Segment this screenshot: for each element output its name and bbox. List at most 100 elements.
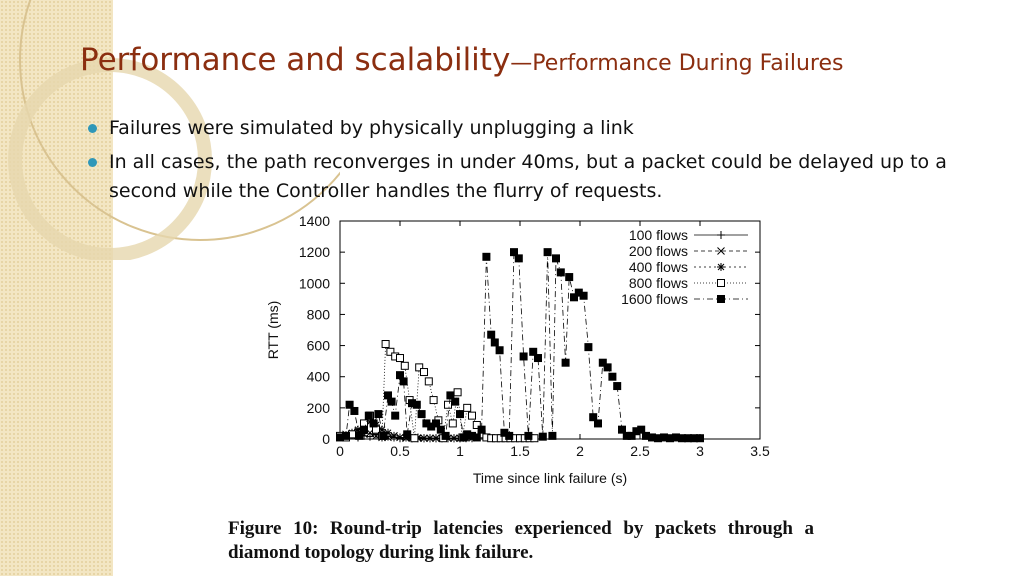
data-point <box>350 406 359 415</box>
data-point <box>589 413 598 422</box>
data-point <box>424 377 433 386</box>
bullet-item: Failures were simulated by physically un… <box>88 114 968 143</box>
data-point <box>696 434 704 443</box>
series-1600-flows <box>336 248 704 443</box>
data-point <box>342 431 350 440</box>
data-point <box>450 434 458 443</box>
data-point <box>410 434 419 443</box>
data-point <box>608 372 617 381</box>
legend-label: 1600 flows <box>621 291 688 307</box>
data-point <box>579 291 588 300</box>
rtt-chart: 0 0.5 1 1.5 2 2.5 3 3.5 0 200 400 600 800 1000 1200 140… <box>265 213 770 486</box>
data-point <box>505 431 514 440</box>
data-point <box>482 252 491 261</box>
data-point <box>384 428 392 437</box>
legend-marker <box>717 295 725 303</box>
bullet-text: Failures were simulated by physically un… <box>109 117 634 139</box>
data-point <box>534 354 542 363</box>
data-point <box>529 347 538 356</box>
data-point <box>381 340 390 349</box>
y-axis-label: RTT (ms) <box>265 301 281 360</box>
data-point <box>561 358 570 367</box>
bullet-dot-icon <box>88 158 97 167</box>
data-point <box>477 425 486 434</box>
data-point <box>399 377 408 386</box>
data-point <box>364 411 373 420</box>
legend-marker <box>717 231 725 239</box>
slide-title-sub: —Performance During Failures <box>510 51 844 76</box>
legend-marker <box>717 247 725 255</box>
data-point <box>369 419 378 428</box>
data-point <box>510 248 518 257</box>
data-point <box>366 432 374 441</box>
bullet-list: Failures were simulated by physically un… <box>88 114 968 211</box>
x-tick-label: 2.5 <box>630 443 650 459</box>
data-point <box>472 420 481 429</box>
x-axis-label: Time since link failure (s) <box>473 470 627 486</box>
data-point <box>448 419 457 428</box>
legend-label: 800 flows <box>629 275 688 291</box>
data-point <box>548 431 557 440</box>
data-point <box>387 397 396 406</box>
data-point <box>441 431 450 440</box>
legend-label: 100 flows <box>629 227 688 243</box>
x-tick-label: 1.5 <box>510 443 530 459</box>
data-point <box>538 432 547 441</box>
data-point <box>487 330 496 339</box>
data-point <box>618 425 626 434</box>
data-point <box>514 254 523 263</box>
legend-label: 200 flows <box>629 243 688 259</box>
x-tick-label: 0 <box>336 443 344 459</box>
data-point <box>456 410 464 419</box>
data-point <box>403 430 412 439</box>
data-point <box>556 268 565 277</box>
data-point <box>565 273 574 282</box>
bullet-text: In all cases, the path reconverges in un… <box>109 151 947 202</box>
data-point <box>396 433 404 442</box>
data-point <box>360 425 368 434</box>
data-point <box>552 254 560 263</box>
data-point <box>584 343 593 352</box>
data-point <box>400 361 409 370</box>
data-point <box>391 411 400 420</box>
data-point <box>429 396 438 405</box>
data-point <box>627 431 636 440</box>
y-tick-label: 1400 <box>299 213 330 229</box>
sidebar-texture <box>0 0 113 576</box>
slide-title-main: Performance and scalability <box>80 42 511 78</box>
data-point <box>432 419 440 428</box>
data-point <box>637 425 646 434</box>
data-point <box>412 400 421 409</box>
bullet-dot-icon <box>88 124 97 133</box>
y-tick-label: 0 <box>322 431 330 447</box>
data-point <box>432 434 440 443</box>
data-point <box>379 431 388 440</box>
y-tick-label: 1200 <box>299 244 330 260</box>
data-point <box>613 382 622 391</box>
legend-marker <box>717 279 725 287</box>
data-point <box>386 347 395 356</box>
data-point <box>451 397 460 406</box>
x-tick-label: 3.5 <box>750 443 770 459</box>
data-point <box>472 433 481 442</box>
y-tick-label: 800 <box>307 306 331 322</box>
data-point <box>446 391 455 400</box>
x-tick-label: 2 <box>576 443 584 459</box>
data-point <box>396 354 404 363</box>
data-point <box>417 410 426 419</box>
data-point <box>495 346 504 355</box>
data-point <box>420 434 428 443</box>
data-point <box>374 410 383 419</box>
data-point <box>355 431 364 440</box>
y-tick-label: 1000 <box>299 275 330 291</box>
data-point <box>468 411 476 420</box>
bullet-item: In all cases, the path reconverges in un… <box>88 148 968 206</box>
data-point <box>603 363 612 372</box>
slide-title: Performance and scalability—Performance … <box>80 40 844 78</box>
data-point <box>345 400 354 409</box>
data-point <box>354 425 362 434</box>
data-point <box>444 400 452 409</box>
data-point <box>426 434 434 443</box>
y-tick-label: 600 <box>307 338 331 354</box>
